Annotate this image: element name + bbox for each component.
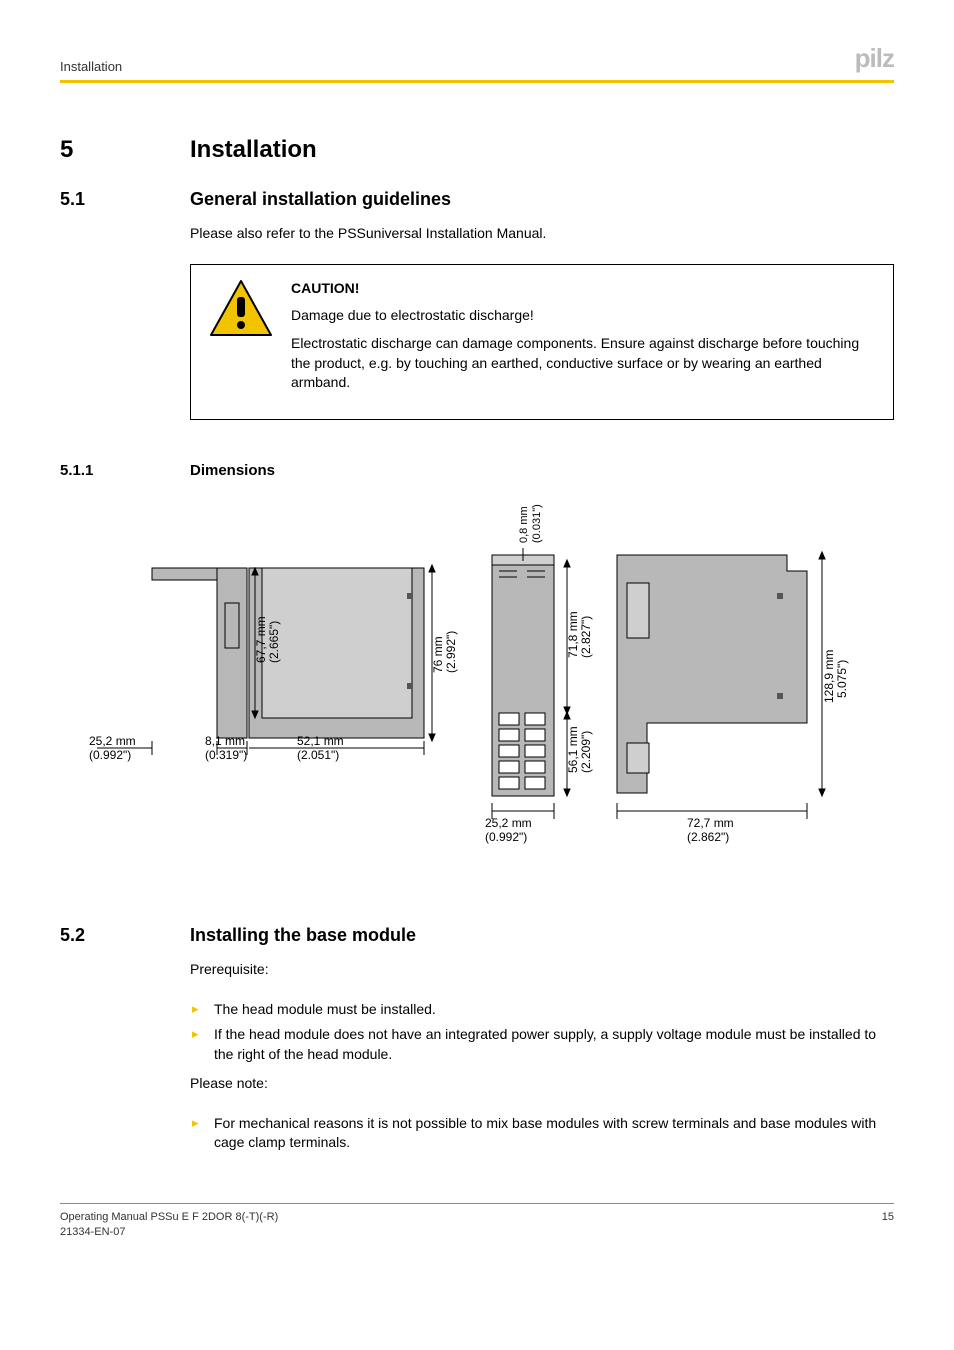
dim-25-mm: 25,2 mm (89, 734, 136, 748)
caution-heading: CAUTION! (291, 279, 875, 299)
section2-number: 5.2 (60, 923, 190, 948)
dim-h1-in: (2.665") (267, 620, 281, 662)
dimensions-diagram: 67,7 mm (2.665") 76 mm (2.992") 25,2 mm … (60, 493, 894, 873)
dim-h2-in: (2.992") (444, 630, 458, 672)
page-footer: Operating Manual PSSu E F 2DOR 8(-T)(-R)… (60, 1203, 894, 1241)
dim-81-mm: 8,1 mm (205, 734, 245, 748)
dim-h2-mm: 76 mm (431, 636, 445, 673)
dim-right-w-in: (2.862") (687, 830, 729, 844)
brand-logo: pilz (855, 40, 894, 76)
dim-top-in: (0.031") (531, 504, 543, 543)
section-title: General installation guidelines (190, 187, 451, 212)
prerequisite-label: Prerequisite: (190, 960, 894, 980)
dim-right-h-in: 5.075") (835, 659, 849, 697)
footer-page: 15 (882, 1210, 894, 1241)
list-item: If the head module does not have an inte… (190, 1025, 894, 1064)
caution-box: CAUTION! Damage due to electrostatic dis… (190, 264, 894, 420)
prerequisite-list: The head module must be installed. If th… (190, 1000, 894, 1065)
note-list: For mechanical reasons it is not possibl… (190, 1114, 894, 1153)
dim-mid-h2-mm: 56,1 mm (566, 726, 580, 773)
subsection-number: 5.1.1 (60, 460, 190, 481)
dim-h1-mm: 67,7 mm (254, 616, 268, 663)
chapter-number: 5 (60, 133, 190, 167)
caution-line2: Electrostatic discharge can damage compo… (291, 334, 875, 393)
dim-right-w-mm: 72,7 mm (687, 816, 734, 830)
dim-81-in: (0.319") (205, 748, 247, 762)
section-number: 5.1 (60, 187, 190, 212)
dim-right-h-mm: 128,9 mm (822, 649, 836, 702)
dim-mid-w-in: (0.992") (485, 830, 527, 844)
header-section: Installation (60, 58, 122, 76)
section-intro: Please also refer to the PSSuniversal In… (190, 224, 894, 244)
section2-title: Installing the base module (190, 923, 416, 948)
subsection-title: Dimensions (190, 460, 275, 481)
list-item: For mechanical reasons it is not possibl… (190, 1114, 894, 1153)
caution-icon (209, 279, 273, 401)
chapter-title: Installation (190, 133, 317, 167)
dim-mid-w-mm: 25,2 mm (485, 816, 532, 830)
dim-mid-h1-in: (2.827") (579, 615, 593, 657)
dim-521-mm: 52,1 mm (297, 734, 344, 748)
list-item: The head module must be installed. (190, 1000, 894, 1020)
note-label: Please note: (190, 1074, 894, 1094)
dim-mid-h1-mm: 71,8 mm (566, 611, 580, 658)
footer-doc: Operating Manual PSSu E F 2DOR 8(-T)(-R) (60, 1210, 278, 1225)
footer-rev: 21334-EN-07 (60, 1225, 278, 1240)
dim-25-in: (0.992") (89, 748, 131, 762)
caution-line1: Damage due to electrostatic discharge! (291, 306, 875, 326)
dim-mid-h2-in: (2.209") (579, 730, 593, 772)
dim-521-in: (2.051") (297, 748, 339, 762)
dim-top-mm: 0,8 mm (518, 506, 530, 543)
